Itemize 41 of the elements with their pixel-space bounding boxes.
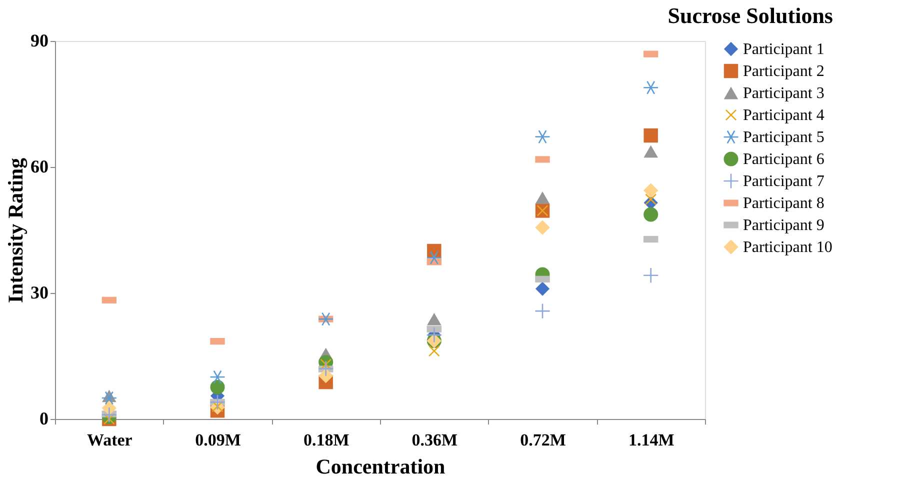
- point: [428, 345, 440, 356]
- point: [644, 81, 658, 94]
- x-tick-label: 0.18M: [303, 430, 350, 450]
- point: [427, 312, 442, 326]
- point: [645, 194, 656, 205]
- y-tick-label: 90: [30, 30, 48, 50]
- x-tick-label: 0.09M: [195, 430, 241, 450]
- y-axis-title: Intensity Rating: [4, 157, 28, 304]
- point: [210, 394, 225, 410]
- legend-label: Participant 8: [743, 195, 824, 212]
- legend-label: Participant 5: [743, 129, 824, 146]
- x-tick-label: 1.14M: [628, 430, 674, 450]
- legend-label: Participant 6: [743, 151, 824, 168]
- text: Sucrose Solutions: [668, 3, 834, 28]
- point: [644, 207, 658, 222]
- legend-label: Participant 3: [743, 85, 824, 102]
- point: [318, 361, 334, 376]
- point: [318, 312, 334, 326]
- point: [535, 282, 550, 296]
- y-tick-label: 30: [30, 282, 48, 302]
- legend-label: Participant 2: [743, 63, 824, 80]
- x-tick-label: 0.72M: [520, 430, 566, 450]
- x-tick-label: Water: [87, 430, 133, 450]
- x-tick-label: 0.36M: [412, 430, 458, 450]
- point: [643, 183, 658, 198]
- point: [644, 128, 658, 143]
- legend-label: Participant 7: [743, 173, 824, 190]
- legend-label: Participant 9: [743, 217, 824, 234]
- point: [644, 145, 658, 158]
- point: [426, 251, 442, 264]
- point: [210, 380, 225, 394]
- x-axis-title: Concentration: [316, 454, 446, 478]
- legend-label: Participant 1: [743, 41, 824, 58]
- y-tick-label: 60: [30, 156, 48, 176]
- legend-label: Participant 10: [743, 239, 832, 256]
- y-tick-label: 0: [40, 408, 48, 428]
- legend-label: Participant 4: [743, 107, 824, 124]
- point: [644, 268, 658, 283]
- point: [535, 220, 550, 235]
- point: [535, 191, 550, 204]
- point: [535, 130, 550, 144]
